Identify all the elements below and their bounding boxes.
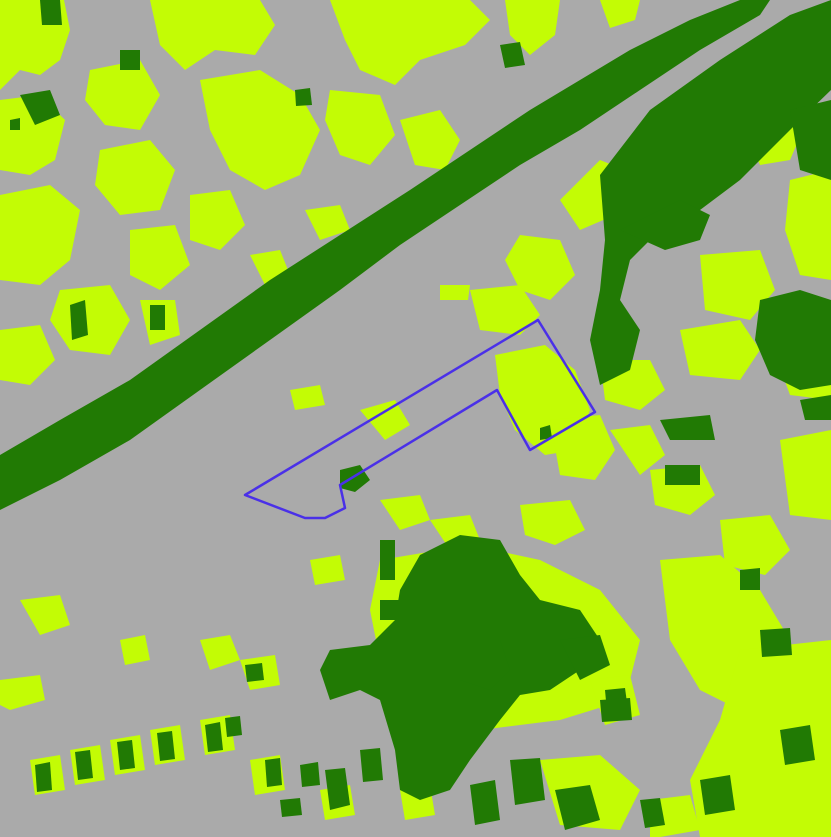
tree-belt-diagonal — [0, 0, 770, 510]
site-boundary-outline[interactable] — [243, 318, 597, 520]
